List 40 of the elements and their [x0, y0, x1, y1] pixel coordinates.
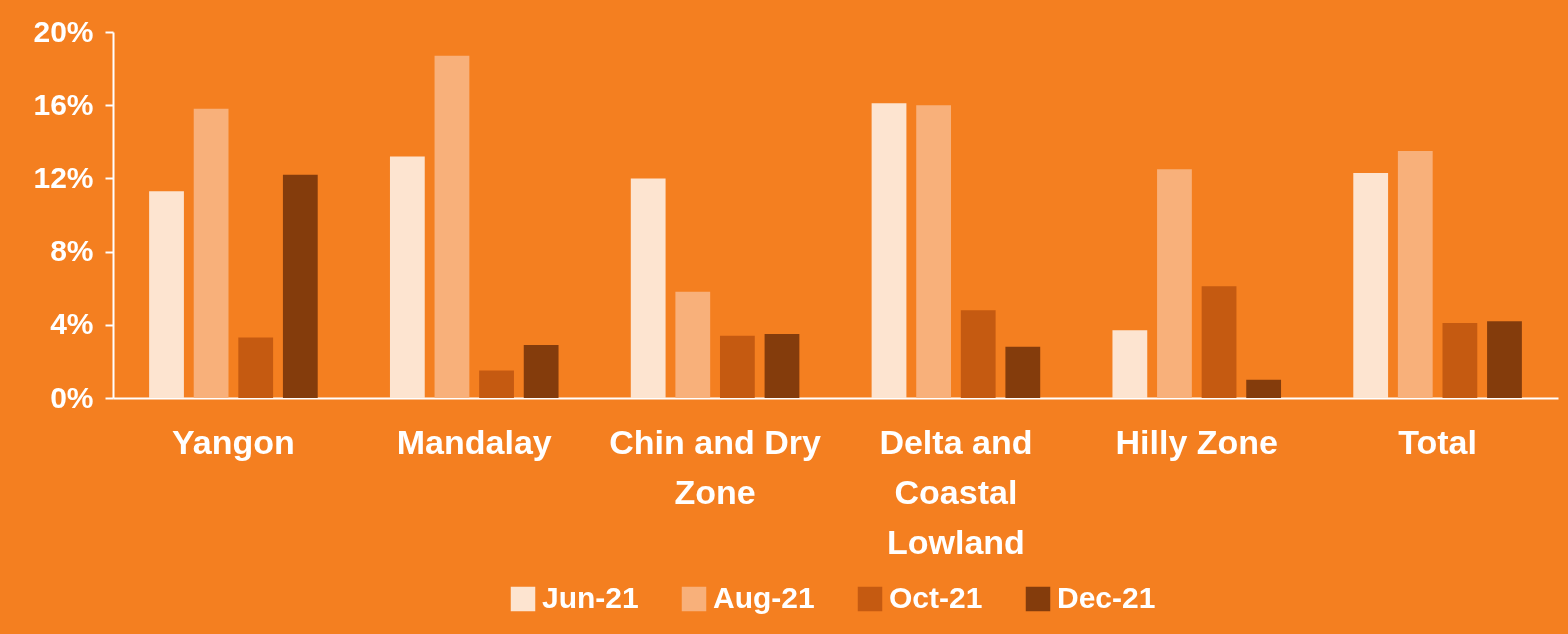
y-tick-label: 8%: [50, 234, 94, 268]
bar: [434, 55, 470, 398]
bar: [479, 370, 514, 398]
y-tick-label: 16%: [33, 87, 94, 121]
x-tick-label: Hilly Zone: [1115, 422, 1278, 461]
bar: [238, 337, 274, 398]
bar: [1246, 379, 1282, 398]
bar: [1442, 322, 1478, 398]
bar: [1353, 172, 1389, 398]
y-tick-label: 0%: [50, 380, 94, 414]
bar: [523, 344, 559, 398]
legend-label: Jun-21: [542, 581, 639, 614]
bar: [960, 310, 996, 398]
bar: [193, 108, 229, 398]
y-tick-label: 20%: [33, 14, 94, 48]
bar: [1112, 330, 1148, 398]
bar: [282, 174, 318, 398]
bar: [389, 156, 425, 398]
bar: [719, 335, 755, 398]
bar: [1397, 150, 1433, 398]
x-tick-label: Chin and Dry Zone: [609, 422, 821, 511]
bar: [1157, 169, 1192, 398]
bar: [1005, 346, 1041, 398]
y-tick-label: 4%: [50, 307, 94, 341]
legend-label: Dec-21: [1057, 581, 1156, 614]
bar: [764, 333, 800, 398]
y-tick-label: 12%: [33, 160, 94, 194]
legend-label: Aug-21: [713, 581, 815, 614]
x-tick-label: Mandalay: [396, 422, 552, 461]
x-tick-label: Yangon: [172, 422, 295, 461]
bar: [149, 191, 184, 398]
x-tick-label: Delta and Coastal Lowland: [879, 422, 1033, 561]
bar: [675, 291, 711, 398]
bar: [916, 105, 952, 398]
bar: [630, 178, 666, 398]
x-tick-label: Total: [1398, 422, 1477, 461]
bar: [1487, 321, 1522, 398]
legend-label: Oct-21: [889, 581, 983, 614]
bar: [1201, 286, 1237, 398]
bar: [871, 103, 907, 398]
